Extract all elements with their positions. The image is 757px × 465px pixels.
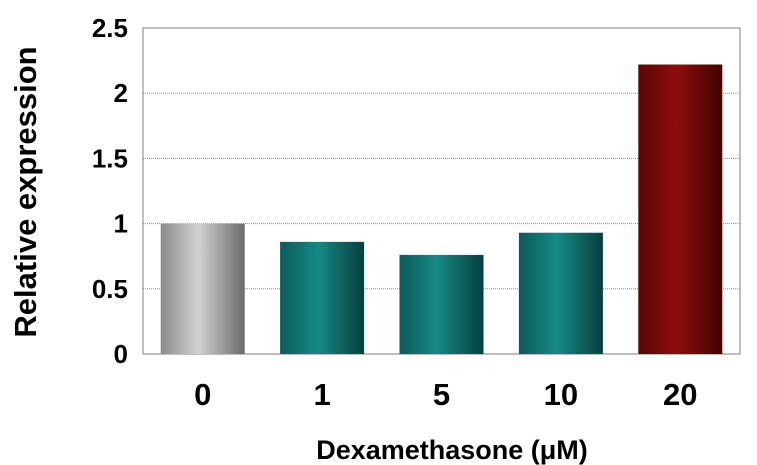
y-tick-label: 1.5 <box>92 143 128 173</box>
y-tick-labels: 0 0.5 1 1.5 2 2.5 <box>92 13 128 369</box>
x-tick-labels: 0 1 5 10 20 <box>194 377 697 412</box>
y-tick-label: 2 <box>114 78 128 108</box>
x-tick-label: 20 <box>663 377 697 412</box>
bars-group <box>160 64 723 355</box>
bar <box>518 232 603 354</box>
x-tick-label: 10 <box>544 377 578 412</box>
y-tick-label: 1 <box>114 209 128 239</box>
x-tick-label: 5 <box>433 377 450 412</box>
y-axis-title: Relative expression <box>8 46 43 337</box>
y-tick-label: 0.5 <box>92 274 128 304</box>
bar <box>399 254 484 354</box>
x-tick-label: 1 <box>313 377 330 412</box>
y-tick-label: 0 <box>114 339 128 369</box>
y-tick-label: 2.5 <box>92 13 128 43</box>
bar <box>160 223 245 354</box>
bar <box>638 64 723 355</box>
x-axis-title: Dexamethasone (μM) <box>316 435 588 465</box>
x-tick-label: 0 <box>194 377 211 412</box>
bar <box>280 241 365 354</box>
